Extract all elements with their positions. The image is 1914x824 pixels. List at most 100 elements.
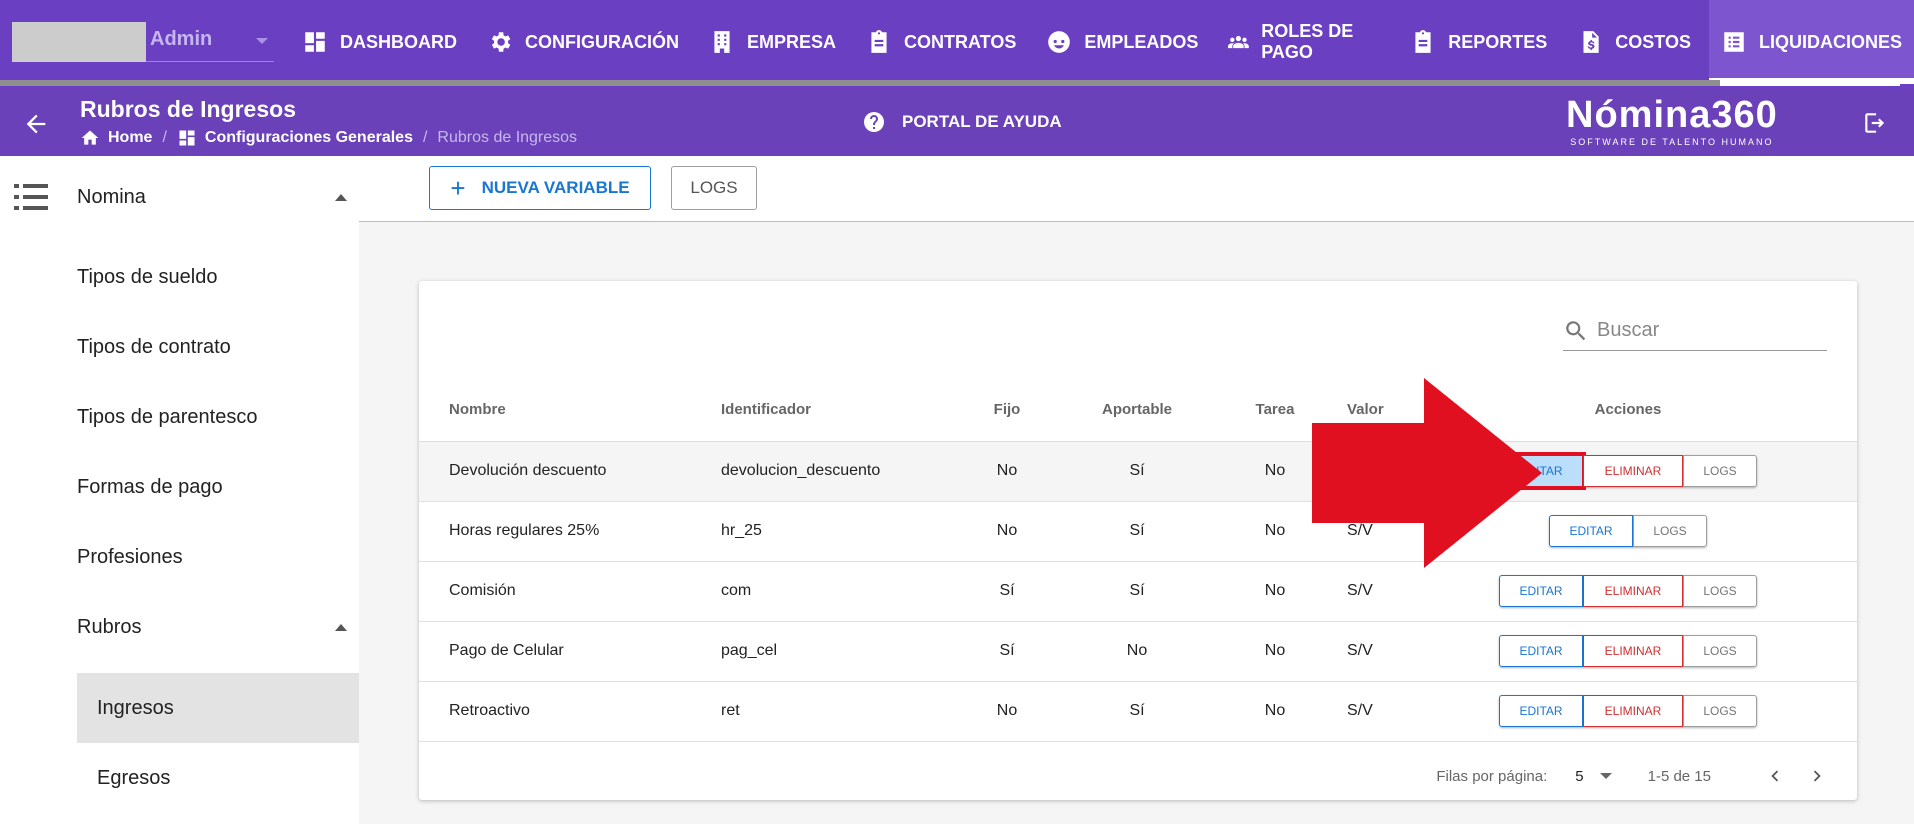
chevron-up-icon xyxy=(335,194,347,201)
sidebar-item-egresos[interactable]: Egresos xyxy=(97,766,171,789)
logout-button[interactable] xyxy=(1862,110,1890,138)
invoice-dollar-icon xyxy=(1583,31,1599,53)
sidebar-item-tipos-de-contrato[interactable]: Tipos de contrato xyxy=(77,336,231,358)
user-name: Admin xyxy=(150,28,213,50)
new-variable-button[interactable]: + NUEVA VARIABLE xyxy=(429,166,651,210)
table-header-row: Nombre Identificador Fijo Aportable Tare… xyxy=(419,379,1857,442)
user-selector[interactable]: Admin xyxy=(12,22,274,62)
cell-identificador: devolucion_descuento xyxy=(721,441,963,502)
row-actions: EDITAR ELIMINAR LOGS xyxy=(1499,575,1757,607)
breadcrumb-separator: / xyxy=(422,129,428,146)
gear-icon xyxy=(491,32,511,52)
nav-empleados[interactable]: EMPLEADOS xyxy=(1034,0,1210,84)
cell-identificador: hr_25 xyxy=(721,501,963,562)
clipboard-icon xyxy=(1415,30,1431,53)
nav-empresa[interactable]: EMPRESA xyxy=(697,0,848,84)
table-row[interactable]: Devolución descuento devolucion_descuent… xyxy=(419,441,1857,502)
menu-toggle[interactable] xyxy=(14,182,48,212)
nav-scrollbar-thumb[interactable] xyxy=(1720,80,1900,86)
help-portal-link[interactable]: PORTAL DE AYUDA xyxy=(862,110,1062,134)
breadcrumb-current: Rubros de Ingresos xyxy=(437,129,578,146)
logs-button[interactable]: LOGS xyxy=(671,166,757,210)
sidebar-group-nomina[interactable]: Nomina xyxy=(77,186,357,209)
cell-valor: S/V xyxy=(1327,621,1399,682)
prev-page-button[interactable] xyxy=(1761,762,1789,790)
table-row[interactable]: Horas regulares 25% hr_25 No Sí No S/V E… xyxy=(419,501,1857,562)
table-row[interactable]: Retroactivo ret No Sí No S/V EDITAR ELIM… xyxy=(419,681,1857,742)
rows-per-page-value: 5 xyxy=(1575,767,1584,785)
row-logs-button[interactable]: LOGS xyxy=(1683,455,1757,487)
cell-aportable: No xyxy=(1051,621,1223,682)
delete-button[interactable]: ELIMINAR xyxy=(1583,575,1683,607)
search-input[interactable] xyxy=(1597,319,1797,342)
cell-aportable: Sí xyxy=(1051,501,1223,562)
breadcrumb-home[interactable]: Home xyxy=(80,128,152,148)
chevron-left-icon xyxy=(1771,770,1779,782)
cell-fijo: Sí xyxy=(963,621,1051,682)
help-label: PORTAL DE AYUDA xyxy=(902,112,1062,131)
sidebar-item-profesiones[interactable]: Profesiones xyxy=(77,546,183,568)
nav-label: DASHBOARD xyxy=(340,31,457,52)
dashboard-icon xyxy=(179,130,195,146)
column-header-identificador[interactable]: Identificador xyxy=(721,379,963,442)
plus-icon: + xyxy=(450,173,466,203)
cell-acciones: EDITAR ELIMINAR LOGS xyxy=(1399,621,1857,682)
help-circle-icon xyxy=(864,112,884,132)
row-actions: EDITAR LOGS xyxy=(1549,515,1707,547)
table-row[interactable]: Pago de Celular pag_cel Sí No No S/V EDI… xyxy=(419,621,1857,682)
delete-button[interactable]: ELIMINAR xyxy=(1583,455,1683,487)
delete-button[interactable]: ELIMINAR xyxy=(1583,695,1683,727)
brand-name: Nómina360 xyxy=(1566,94,1778,136)
cell-tarea: No xyxy=(1223,501,1327,562)
rubros-table: Nombre Identificador Fijo Aportable Tare… xyxy=(419,379,1857,742)
column-header-aportable[interactable]: Aportable xyxy=(1051,379,1223,442)
row-actions: EDITAR ELIMINAR LOGS xyxy=(1499,635,1757,667)
building-icon xyxy=(714,31,730,53)
cell-tarea: No xyxy=(1223,441,1327,502)
sidebar-item-ingresos[interactable]: Ingresos xyxy=(77,673,359,743)
edit-button[interactable]: EDITAR xyxy=(1549,515,1633,547)
nav-label: EMPLEADOS xyxy=(1084,31,1199,52)
sidebar-item-formas-de-pago[interactable]: Formas de pago xyxy=(77,476,223,498)
dashboard-icon xyxy=(305,32,325,52)
column-header-tarea[interactable]: Tarea xyxy=(1223,379,1327,442)
sidebar-item-tipos-de-sueldo[interactable]: Tipos de sueldo xyxy=(77,266,218,288)
toolbar: + NUEVA VARIABLE LOGS xyxy=(359,156,1914,222)
row-logs-button[interactable]: LOGS xyxy=(1683,635,1757,667)
page-title: Rubros de Ingresos xyxy=(80,96,296,122)
edit-button[interactable]: EDITAR xyxy=(1499,635,1583,667)
sidebar-group-rubros[interactable]: Rubros xyxy=(77,616,357,639)
row-logs-button[interactable]: LOGS xyxy=(1683,695,1757,727)
column-header-nombre[interactable]: Nombre xyxy=(419,379,721,442)
sidebar-item-tipos-de-parentesco[interactable]: Tipos de parentesco xyxy=(77,406,258,428)
back-button[interactable] xyxy=(22,110,52,140)
edit-button[interactable]: EDITAR xyxy=(1499,695,1583,727)
nav-dashboard[interactable]: DASHBOARD xyxy=(290,0,469,84)
next-page-button[interactable] xyxy=(1803,762,1831,790)
page-header: Rubros de Ingresos Home / Configuracione… xyxy=(0,90,1914,156)
list-icon xyxy=(1724,32,1744,52)
row-logs-button[interactable]: LOGS xyxy=(1633,515,1707,547)
breadcrumb-configuraciones[interactable]: Configuraciones Generales xyxy=(177,128,413,148)
menu-list-icon xyxy=(14,184,48,210)
cell-fijo: Sí xyxy=(963,561,1051,622)
table-row[interactable]: Comisión com Sí Sí No S/V EDITAR ELIMINA… xyxy=(419,561,1857,622)
chevron-down-icon xyxy=(256,38,268,44)
nav-scrollbar[interactable] xyxy=(0,80,1900,86)
nav-reportes[interactable]: REPORTES xyxy=(1398,0,1559,84)
nav-contratos[interactable]: CONTRATOS xyxy=(854,0,1028,84)
nav-configuracion[interactable]: CONFIGURACIÓN xyxy=(475,0,691,84)
people-icon xyxy=(1228,35,1250,49)
column-header-fijo[interactable]: Fijo xyxy=(963,379,1051,442)
clipboard-icon xyxy=(871,30,887,53)
delete-button[interactable]: ELIMINAR xyxy=(1583,635,1683,667)
nav-liquidaciones[interactable]: LIQUIDACIONES xyxy=(1708,0,1914,84)
edit-button[interactable]: EDITAR xyxy=(1499,575,1583,607)
rows-per-page-select[interactable]: 5 xyxy=(1575,767,1612,785)
cell-valor: S/V xyxy=(1327,681,1399,742)
nav-costos[interactable]: COSTOS xyxy=(1565,0,1703,84)
row-logs-button[interactable]: LOGS xyxy=(1683,575,1757,607)
annotation-arrow-icon xyxy=(1312,378,1542,568)
nav-roles-de-pago[interactable]: ROLES DE PAGO xyxy=(1216,0,1392,84)
sidebar: Nomina Tipos de sueldo Tipos de contrato… xyxy=(0,156,359,824)
